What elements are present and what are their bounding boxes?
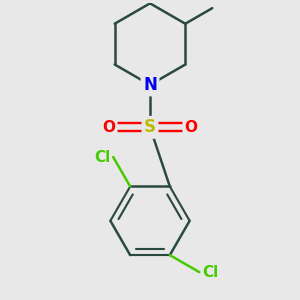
Text: S: S	[144, 118, 156, 136]
Text: N: N	[143, 76, 157, 94]
Text: Cl: Cl	[202, 265, 218, 280]
Text: O: O	[103, 120, 116, 135]
Text: O: O	[184, 120, 197, 135]
Text: Cl: Cl	[94, 149, 110, 164]
